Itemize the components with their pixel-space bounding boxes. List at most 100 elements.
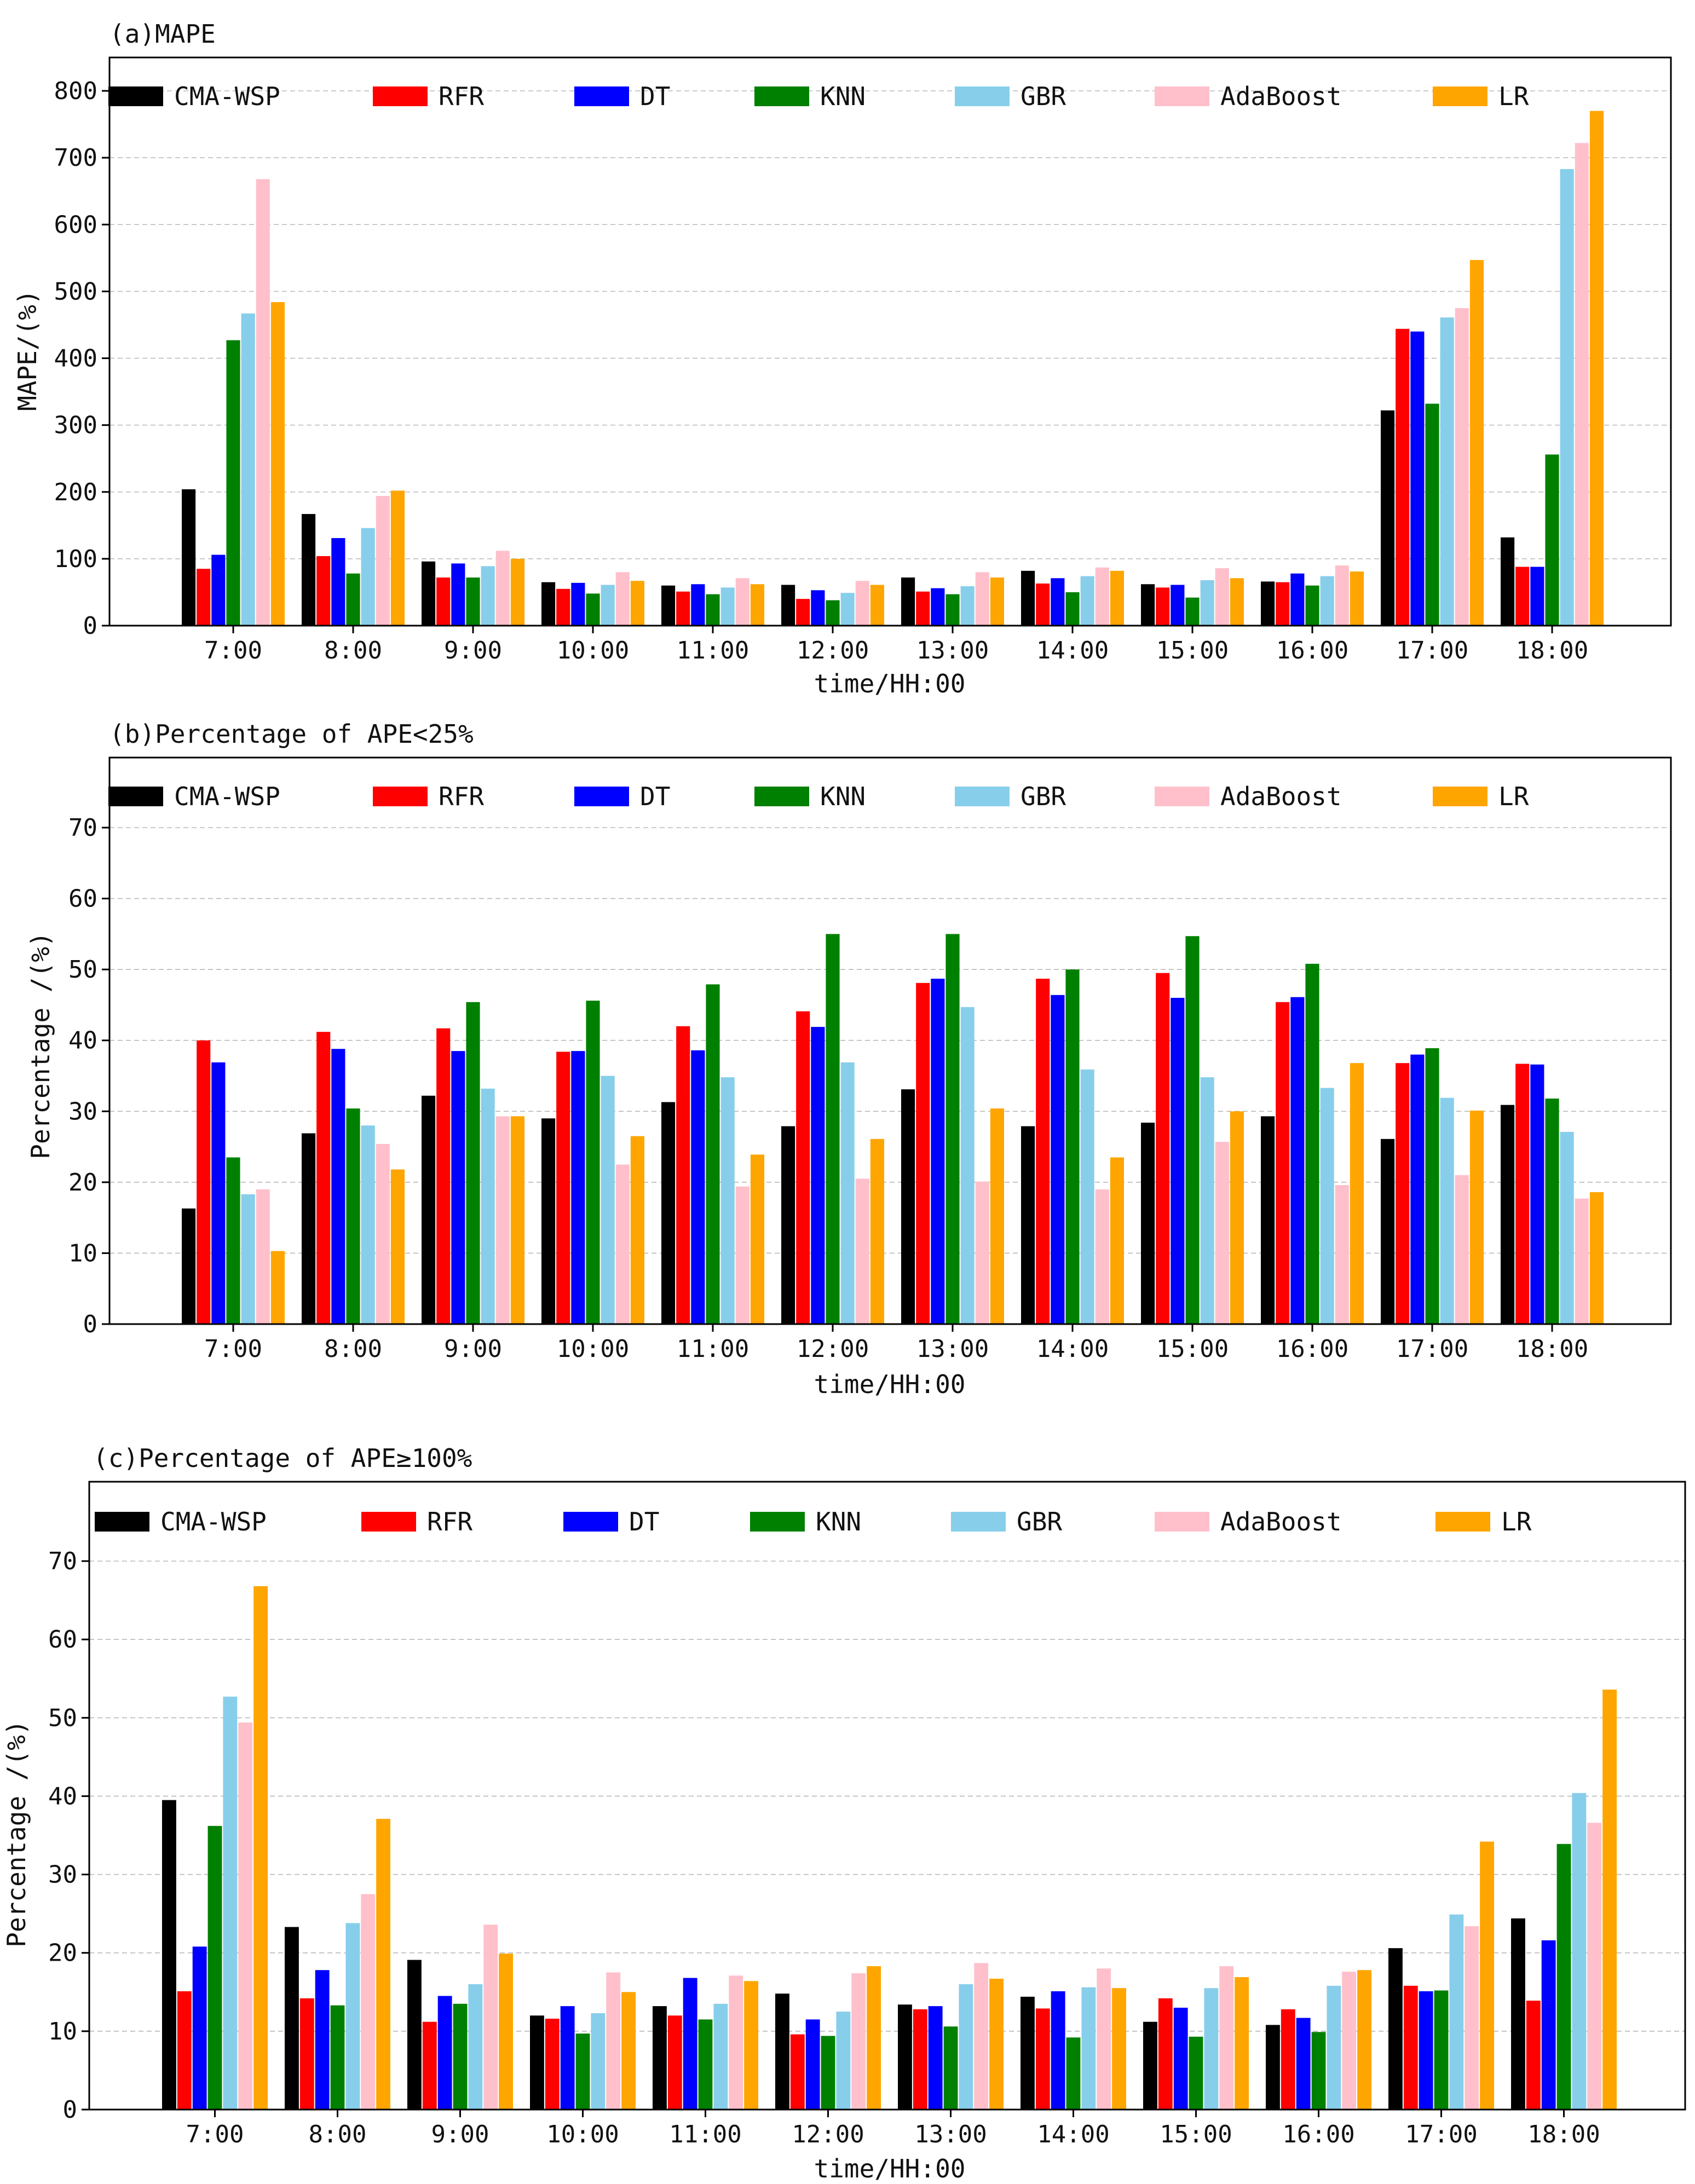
panel-b-bar bbox=[870, 1139, 884, 1324]
panel-b-bar bbox=[750, 1154, 764, 1324]
panel-b-bar bbox=[1080, 1069, 1094, 1324]
panel-c-bar bbox=[836, 2012, 851, 2110]
panel-a-bar bbox=[331, 538, 345, 626]
panel-a-xtick-label: 14:00 bbox=[1036, 637, 1109, 665]
panel-c-legend-swatch bbox=[95, 1512, 149, 1532]
panel-b-bar bbox=[1276, 1002, 1290, 1324]
panel-a-bar bbox=[586, 593, 600, 626]
panel-a-bar bbox=[1110, 570, 1124, 626]
panel-c-xtick-label: 17:00 bbox=[1405, 2121, 1477, 2148]
panel-b-bar bbox=[855, 1178, 869, 1324]
panel-b-legend-swatch bbox=[1433, 787, 1488, 806]
panel-c-bar bbox=[1158, 1998, 1173, 2110]
panel-a-bar bbox=[1560, 169, 1574, 626]
panel-b-bar bbox=[1396, 1063, 1410, 1324]
panel-a-bar bbox=[1051, 578, 1065, 626]
panel-a-bar bbox=[1530, 567, 1544, 626]
panel-b: (b)Percentage of APE<25% time/HH:00 Perc… bbox=[26, 719, 1672, 1399]
panel-c-bar bbox=[667, 2015, 682, 2110]
panel-b-bar bbox=[945, 934, 960, 1324]
panel-a-legend-swatch bbox=[373, 86, 428, 106]
panel-b-bar bbox=[1381, 1139, 1395, 1324]
panel-b-bar bbox=[960, 1007, 975, 1324]
panel-c-ytick-label: 30 bbox=[48, 1861, 77, 1889]
panel-c-bar bbox=[560, 2006, 575, 2110]
panel-a-ytick-label: 0 bbox=[83, 612, 98, 640]
panel-a-bar bbox=[241, 313, 255, 626]
panel-a-ytick-label: 500 bbox=[54, 278, 97, 305]
panel-a-ytick-label: 800 bbox=[54, 77, 97, 105]
panel-a-bar bbox=[422, 561, 436, 626]
panel-a-bar bbox=[556, 588, 570, 626]
panel-a-bar bbox=[840, 593, 855, 626]
panel-a-bar bbox=[376, 496, 390, 626]
panel-b-ytick-label: 40 bbox=[68, 1027, 97, 1055]
panel-a-bar bbox=[211, 554, 226, 626]
panel-b-xtick-label: 17:00 bbox=[1396, 1335, 1468, 1363]
panel-c-bar bbox=[1097, 1968, 1111, 2110]
panel-b-bar bbox=[436, 1028, 451, 1324]
panel-b-bar bbox=[331, 1049, 345, 1324]
panel-a-bar bbox=[1396, 328, 1410, 626]
panel-c-bar bbox=[437, 1996, 452, 2110]
panel-c-bar bbox=[1235, 1977, 1249, 2110]
panel-a-ytick-label: 600 bbox=[54, 211, 97, 239]
panel-c-bar bbox=[468, 1984, 483, 2110]
panel-c-bar bbox=[851, 1973, 866, 2110]
panel-a-bar bbox=[346, 573, 360, 626]
panel-a-bar bbox=[1305, 585, 1319, 626]
panel-b-bar bbox=[1545, 1098, 1559, 1324]
panel-b-bar bbox=[1455, 1175, 1469, 1324]
panel-b-bar bbox=[556, 1051, 570, 1324]
panel-c-bar bbox=[591, 2013, 606, 2110]
panel-b-bar bbox=[466, 1002, 480, 1324]
panel-a-bar bbox=[1455, 308, 1469, 626]
panel-a-xtick-label: 10:00 bbox=[557, 637, 629, 665]
panel-c-legend-label: KNN bbox=[816, 1507, 861, 1536]
panel-c-xtick-label: 7:00 bbox=[186, 2121, 244, 2148]
panel-c: (c)Percentage of APE≥100% time/HH:00 Per… bbox=[2, 1443, 1686, 2183]
panel-b-bar bbox=[1320, 1088, 1334, 1324]
panel-c-bar bbox=[1296, 2018, 1311, 2110]
panel-b-bar bbox=[916, 983, 930, 1324]
panel-a-bar bbox=[1261, 581, 1275, 626]
panel-b-legend-label: KNN bbox=[820, 782, 866, 811]
panel-c-bar bbox=[1021, 1996, 1035, 2110]
panel-b-xtick-label: 10:00 bbox=[557, 1335, 629, 1363]
panel-b-bar bbox=[302, 1133, 316, 1324]
panel-a-bar bbox=[916, 591, 930, 626]
panel-b-bar bbox=[1290, 997, 1305, 1324]
panel-a-legend-swatch bbox=[955, 86, 1010, 106]
panel-a-xtick-label: 11:00 bbox=[677, 637, 749, 665]
panel-c-bar bbox=[621, 1992, 636, 2110]
panel-a-bar bbox=[182, 489, 196, 626]
panel-a-bar bbox=[1469, 259, 1484, 626]
panel-c-bar bbox=[1189, 2036, 1203, 2110]
panel-a-legend-swatch bbox=[1433, 86, 1488, 106]
panel-a-legend-swatch bbox=[574, 86, 629, 106]
panel-a-bar bbox=[945, 594, 960, 626]
panel-c-bar bbox=[1112, 1988, 1126, 2110]
panel-b-bar bbox=[1110, 1157, 1124, 1324]
panel-c-legend-label: DT bbox=[629, 1507, 659, 1536]
panel-c-bar bbox=[238, 1722, 253, 2110]
panel-a-legend-label: RFR bbox=[439, 82, 484, 111]
panel-b-bar bbox=[510, 1116, 524, 1324]
panel-b-bar bbox=[182, 1208, 196, 1324]
panel-c-bar bbox=[1602, 1689, 1617, 2110]
panel-a-bar bbox=[706, 594, 720, 626]
panel-c-bar bbox=[530, 2015, 544, 2110]
panel-a-xtick-label: 18:00 bbox=[1516, 637, 1588, 665]
panel-c-bar bbox=[407, 1960, 422, 2110]
panel-b-legend-label: CMA-WSP bbox=[174, 782, 280, 811]
panel-a-bar bbox=[541, 582, 556, 626]
panel-b-bar bbox=[211, 1062, 226, 1324]
panel-b-ylabel: Percentage /(%) bbox=[26, 932, 55, 1159]
panel-c-xtick-label: 8:00 bbox=[309, 2121, 367, 2148]
panel-a-bar bbox=[1515, 567, 1530, 626]
panel-a-bar bbox=[390, 490, 405, 626]
panel-b-bar bbox=[1156, 973, 1170, 1324]
panel-c-bar bbox=[1511, 1918, 1525, 2110]
panel-c-legend-swatch bbox=[1435, 1512, 1490, 1532]
panel-c-xtick-label: 15:00 bbox=[1160, 2121, 1232, 2148]
